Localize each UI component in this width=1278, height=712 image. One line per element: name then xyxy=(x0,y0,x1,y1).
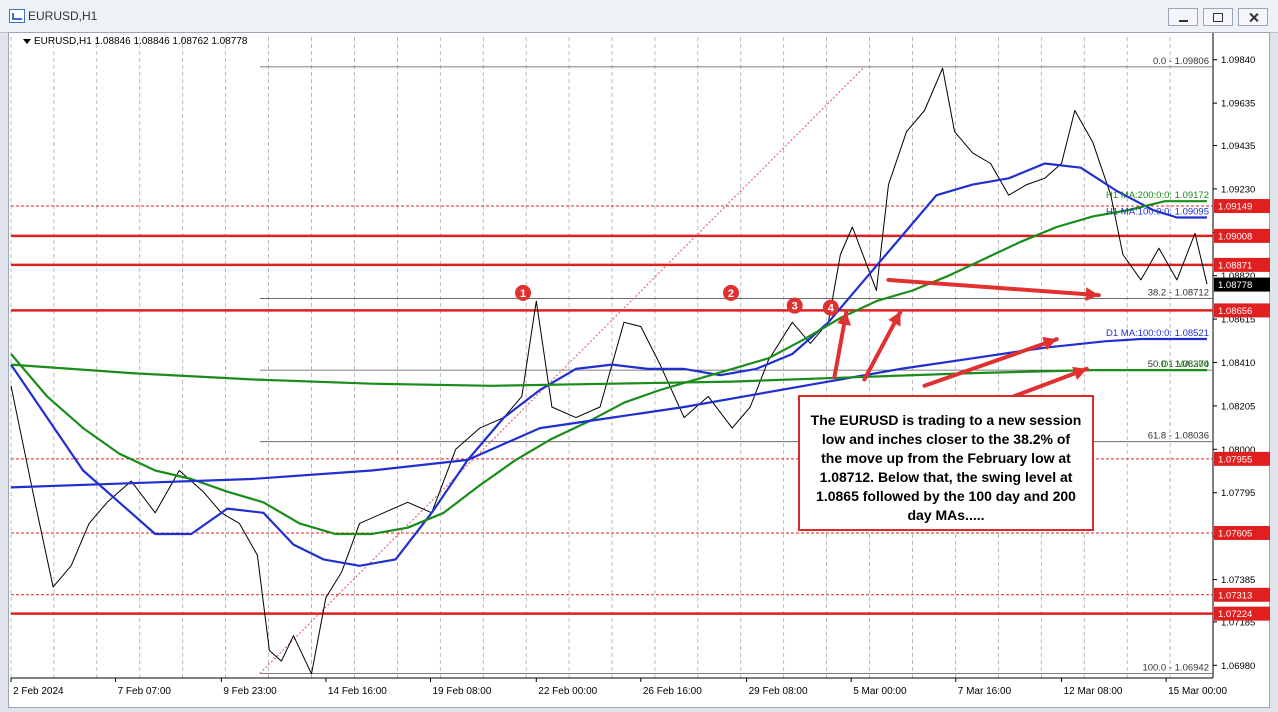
price-level-tag xyxy=(1214,303,1270,318)
swing-marker-label: 4 xyxy=(828,303,835,315)
price-level-tag-text: 1.07224 xyxy=(1218,609,1252,620)
fib-trend-line xyxy=(259,66,865,674)
arrow-shaft xyxy=(886,277,1101,298)
y-tick-label: 1.08615 xyxy=(1221,315,1255,326)
title-bar: EURUSD,H1 xyxy=(0,0,1278,33)
price-level-tag-text: 1.07955 xyxy=(1218,454,1252,465)
y-tick-label: 1.09230 xyxy=(1221,184,1255,195)
plot-background xyxy=(11,37,1213,678)
price-level-tag xyxy=(1214,587,1270,602)
x-tick-label: 26 Feb 16:00 xyxy=(643,686,702,697)
moving-average-line xyxy=(10,337,1207,489)
annotation-box: The EURUSD is trading to a new session l… xyxy=(798,395,1094,531)
x-tick-label: 22 Feb 00:00 xyxy=(538,686,597,697)
ma-label: D1 MA:200 xyxy=(1161,359,1209,370)
price-level-tag-text: 1.08656 xyxy=(1218,306,1252,317)
swing-marker xyxy=(786,297,803,314)
swing-marker-label: 1 xyxy=(520,288,526,300)
x-tick-label: 9 Feb 23:00 xyxy=(223,686,277,697)
ma-label: D1 MA:100:0:0: 1.08521 xyxy=(1106,328,1209,339)
arrow-head xyxy=(1042,336,1057,351)
price-level-tag xyxy=(1214,199,1270,214)
x-tick-label: 19 Feb 08:00 xyxy=(432,686,491,697)
current-price-text: 1.08778 xyxy=(1218,280,1252,291)
y-tick-label: 1.09435 xyxy=(1221,141,1255,152)
fib-level-label: 38.2 - 1.08712 xyxy=(1148,288,1209,299)
y-tick-label: 1.07385 xyxy=(1221,575,1255,586)
swing-marker-label: 2 xyxy=(728,288,734,300)
y-tick-label: 1.08820 xyxy=(1221,271,1255,282)
window-title: EURUSD,H1 xyxy=(28,9,98,23)
swing-marker-label: 3 xyxy=(792,301,798,313)
swing-marker xyxy=(822,299,839,316)
moving-average-line xyxy=(10,162,1207,567)
price-level-tag-text: 1.07605 xyxy=(1218,528,1252,539)
x-tick-label: 2 Feb 2024 xyxy=(13,686,64,697)
symbol-quote: EURUSD,H1 1.08846 1.08846 1.08762 1.0877… xyxy=(34,36,248,47)
fib-level-label: 50.0 - 1.08374 xyxy=(1148,359,1209,370)
fib-level-label: 0.0 - 1.09806 xyxy=(1153,56,1209,67)
arrow-head xyxy=(1085,287,1099,302)
y-tick-label: 1.08410 xyxy=(1221,358,1255,369)
price-level-tag-text: 1.07313 xyxy=(1218,590,1252,601)
x-tick-label: 15 Mar 00:00 xyxy=(1168,686,1227,697)
x-tick-label: 5 Mar 00:00 xyxy=(853,686,907,697)
close-button[interactable] xyxy=(1238,8,1268,26)
moving-average-line xyxy=(10,200,1207,536)
y-tick-label: 1.09635 xyxy=(1221,99,1255,110)
maximize-button[interactable] xyxy=(1203,8,1233,26)
chart-window-icon xyxy=(9,9,25,23)
price-level-tag xyxy=(1214,228,1270,243)
chart-area[interactable]: 1.098401.096351.094351.092301.090251.088… xyxy=(8,32,1270,708)
price-series xyxy=(10,67,1208,675)
x-tick-label: 12 Mar 08:00 xyxy=(1064,686,1123,697)
y-tick-label: 1.07185 xyxy=(1221,617,1255,628)
y-tick-label: 1.08000 xyxy=(1221,445,1255,456)
x-tick-label: 7 Mar 16:00 xyxy=(958,686,1012,697)
minimize-button[interactable] xyxy=(1168,8,1198,26)
arrow-head xyxy=(837,311,851,326)
y-tick-label: 1.08205 xyxy=(1221,401,1255,412)
price-level-tag-text: 1.09149 xyxy=(1218,202,1252,213)
ma-label: H1 MA:200:0:0: 1.09172 xyxy=(1106,190,1209,201)
arrow-head xyxy=(1072,366,1087,380)
y-tick-label: 1.06980 xyxy=(1221,661,1255,672)
price-level-tag xyxy=(1214,257,1270,272)
swing-marker xyxy=(515,284,532,301)
x-tick-label: 7 Feb 07:00 xyxy=(118,686,172,697)
fib-level-label: 61.8 - 1.08036 xyxy=(1148,431,1209,442)
price-level-tag xyxy=(1214,606,1270,621)
moving-average-line xyxy=(10,363,1207,387)
dropdown-triangle-icon[interactable] xyxy=(23,38,31,44)
current-price-tag xyxy=(1214,277,1270,292)
price-chart[interactable]: 1.098401.096351.094351.092301.090251.088… xyxy=(9,33,1271,709)
price-level-tag xyxy=(1214,451,1270,466)
y-tick-label: 1.09840 xyxy=(1221,55,1255,66)
annotation-text: The EURUSD is trading to a new session l… xyxy=(810,412,1082,523)
arrow-head xyxy=(888,311,901,327)
arrow-shaft xyxy=(922,337,1059,388)
price-level-tag-text: 1.09008 xyxy=(1218,231,1252,242)
x-tick-label: 29 Feb 08:00 xyxy=(749,686,808,697)
swing-marker xyxy=(722,284,739,301)
ma-label: H1 MA:100:0:0: 1.09095 xyxy=(1106,206,1209,217)
price-level-tag-text: 1.08871 xyxy=(1218,260,1252,271)
y-tick-label: 1.07795 xyxy=(1221,488,1255,499)
symbol-header: EURUSD,H1 1.08846 1.08846 1.08762 1.0877… xyxy=(23,36,248,47)
fib-level-label: 100.0 - 1.06942 xyxy=(1142,662,1209,673)
x-tick-label: 14 Feb 16:00 xyxy=(328,686,387,697)
price-level-tag xyxy=(1214,525,1270,540)
